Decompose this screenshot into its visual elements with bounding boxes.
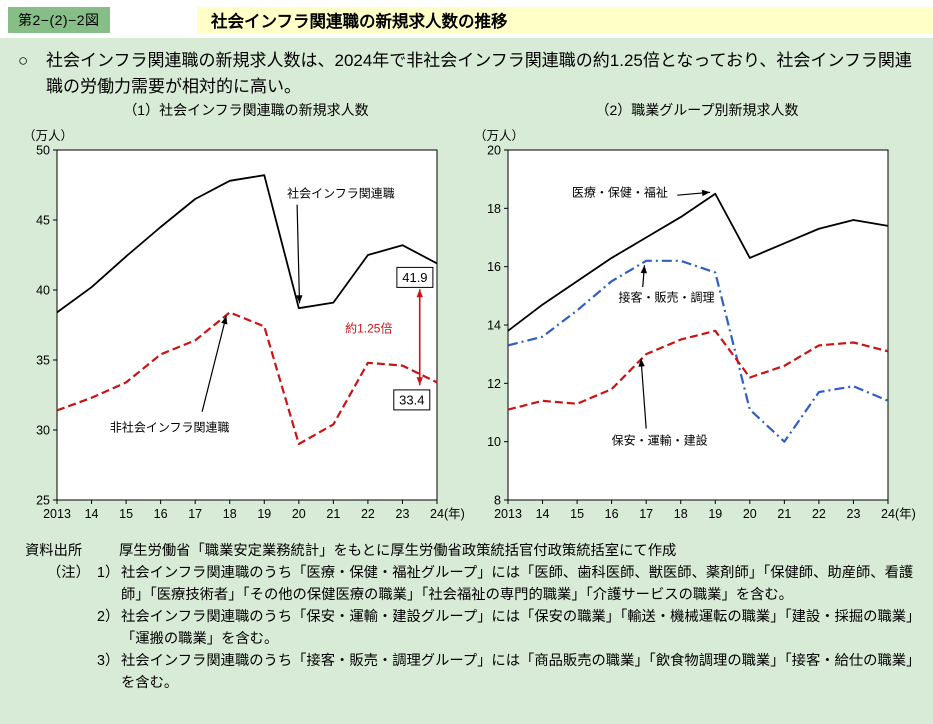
source-text: 厚生労働省「職業安定業務統計」をもとに厚生労働省政策統括官付政策統括室にて作成 [119,543,677,559]
x-tick-label: 2013 [43,507,71,521]
arrow-line [640,358,647,429]
y-tick-label: 50 [36,144,50,158]
x-tick-label: 16 [154,507,168,521]
y-tick-label: 35 [36,354,50,368]
annotation-label: 約1.25倍 [345,321,392,336]
note-item: 1） 社会インフラ関連職のうち「医療・保健・福祉グループ」には「医師、歯科医師、… [97,562,917,606]
annotation-label: 保安・運輸・建設 [612,433,708,448]
note-number: 3） [97,653,120,669]
annotation-label: 接客・販売・調理 [619,290,715,305]
chart-right-title: （2）職業グループ別新規求人数 [595,102,799,118]
arrow-head [638,358,645,367]
note-text: 社会インフラ関連職のうち「接客・販売・調理グループ」には「商品販売の職業」「飲食… [121,653,914,691]
note-text: 社会インフラ関連職のうち「医療・保健・福祉グループ」には「医師、歯科医師、獣医師… [121,565,914,603]
x-tick-label: 16 [605,507,619,521]
axis-unit-label: （万人） [474,129,524,143]
note-item: 2） 社会インフラ関連職のうち「保安・運輸・建設グループ」には「保安の職業」「輸… [97,606,917,650]
y-tick-label: 14 [487,319,501,333]
x-tick-label: 23 [847,507,861,521]
y-tick-label: 18 [487,202,501,216]
summary-sentence: 社会インフラ関連職の新規求人数は、2024年で非社会インフラ関連職の約1.25倍… [46,51,912,96]
x-tick-label: 14 [536,507,550,521]
figure-number-badge: 第2−(2)−2図 [8,7,110,33]
x-tick-label: 24 [430,507,444,521]
plot-area [56,149,438,501]
note-number: 1） [97,565,120,581]
x-tick-label: 18 [674,507,688,521]
x-tick-label: 15 [570,507,584,521]
note-text: 社会インフラ関連職のうち「保安・運輸・建設グループ」には「保安の職業」「輸送・機… [121,609,914,647]
arrow-head [221,315,228,325]
chart-right-canvas: （万人） 8 10 12 14 16 18 20 2013 14 15 16 17 18 19 20 21 22 2… [474,129,916,521]
y-tick-label: 10 [487,435,501,449]
series-line [56,311,438,446]
figure-title: 社会インフラ関連職の新規求人数の推移 [197,7,933,33]
chart-left-block: （1）社会インフラ関連職の新規求人数 （万人） 25 30 35 40 45 50 2013 1… [17,98,475,524]
bullet-marker: ○ [18,51,29,70]
x-tick-label: 22 [812,507,826,521]
x-tick-label: 19 [708,507,722,521]
x-tick-label: 15 [119,507,133,521]
y-tick-label: 12 [487,377,501,391]
arrow-head [416,377,423,386]
chart-left-title: （1）社会インフラ関連職の新規求人数 [123,102,369,118]
axis-unit-label: （万人） [23,129,73,143]
annotation-box [396,266,434,288]
x-tick-label: 21 [777,507,791,521]
y-tick-label: 30 [36,424,50,438]
y-tick-label: 20 [487,144,501,158]
annotation-label: 非社会インフラ関連職 [110,419,230,434]
x-tick-label: 23 [396,507,410,521]
figure-header: 第2−(2)−2図 社会インフラ関連職の新規求人数の推移 [0,0,933,38]
arrow-head [416,289,423,298]
x-tick-label: 17 [188,507,202,521]
arrow-head [701,189,711,197]
series-line [507,329,889,411]
x-tick-label: 14 [85,507,99,521]
annotation-box [393,389,431,411]
annotation-box-value: 41.9 [402,270,427,285]
x-tick-label: 18 [223,507,237,521]
arrow-line [201,315,227,412]
arrow-head [640,265,648,274]
notes-section: 資料出所 厚生労働省「職業安定業務統計」をもとに厚生労働省政策統括官付政策統括室… [25,540,917,694]
x-tick-label: 17 [639,507,653,521]
x-tick-label: 19 [257,507,271,521]
annotation-box-value: 33.4 [399,392,424,407]
x-tick-label: 24 [881,507,895,521]
chart-left-canvas: （万人） 25 30 35 40 45 50 2013 14 15 16 17 18 19 20 21 22 23… [23,129,465,521]
x-axis-suffix: (年) [895,507,916,521]
x-tick-label: 20 [292,507,306,521]
note-items: 1） 社会インフラ関連職のうち「医療・保健・福祉グループ」には「医師、歯科医師、… [95,562,917,694]
y-tick-label: 40 [36,284,50,298]
series-line [56,174,438,314]
y-tick-label: 45 [36,214,50,228]
plot-area [507,149,889,501]
series-line [507,192,889,332]
note-number: 2） [97,609,120,625]
x-tick-label: 21 [326,507,340,521]
x-axis-suffix: (年) [444,507,465,521]
annotation-label: 医療・保健・福祉 [572,185,668,200]
x-tick-label: 20 [743,507,757,521]
arrow-line [296,204,301,304]
x-tick-label: 22 [361,507,375,521]
figure-body: ○ 社会インフラ関連職の新規求人数は、2024年で非社会インフラ関連職の約1.2… [0,38,933,724]
y-tick-label: 16 [487,260,501,274]
note-block: （注） 1） 社会インフラ関連職のうち「医療・保健・福祉グループ」には「医師、歯… [25,562,917,694]
y-tick-label: 25 [36,494,50,508]
chart-right-block: （2）職業グループ別新規求人数 （万人） 8 10 12 14 16 18 20 2013 14 1… [468,98,926,524]
note-label: （注） [47,565,90,581]
x-tick-label: 2013 [494,507,522,521]
y-tick-label: 8 [494,494,501,508]
arrow-head [296,295,303,304]
note-item: 3） 社会インフラ関連職のうち「接客・販売・調理グループ」には「商品販売の職業」… [97,650,917,694]
source-row: 資料出所 厚生労働省「職業安定業務統計」をもとに厚生労働省政策統括官付政策統括室… [25,540,917,562]
summary-block: ○ 社会インフラ関連職の新規求人数は、2024年で非社会インフラ関連職の約1.2… [18,48,921,100]
annotation-label: 社会インフラ関連職 [287,186,395,201]
source-label: 資料出所 [25,543,83,559]
